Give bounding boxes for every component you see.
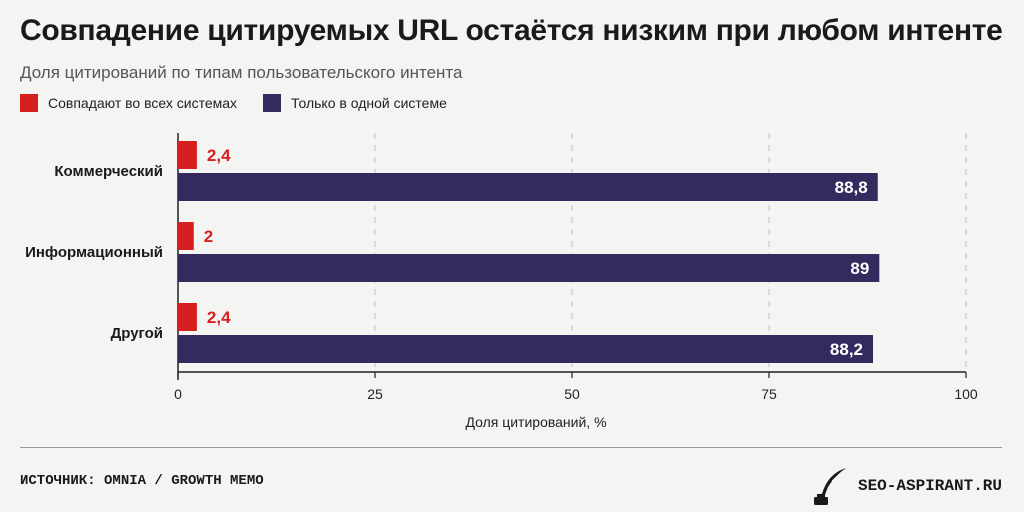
data-label-one-system: 88,2 <box>830 340 863 359</box>
legend-swatch-red <box>20 94 38 112</box>
footer-divider <box>20 447 1002 448</box>
chart-title: Совпадение цитируемых URL остаётся низки… <box>20 14 1003 47</box>
data-label-all-systems: 2,4 <box>207 146 231 165</box>
category-label: Другой <box>111 325 163 342</box>
x-axis-label: Доля цитирований, % <box>465 414 606 430</box>
brand: SEO-ASPIRANT.RU <box>810 466 1002 506</box>
legend-item-all-systems: Совпадают во всех системах <box>20 94 237 112</box>
data-label-all-systems: 2 <box>204 227 213 246</box>
data-label-all-systems: 2,4 <box>207 308 231 327</box>
bar-one-system <box>178 173 878 201</box>
legend-swatch-purple <box>263 94 282 112</box>
chart-subtitle: Доля цитирований по типам пользовательск… <box>20 63 463 82</box>
legend-label-all-systems: Совпадают во всех системах <box>48 95 238 111</box>
bar-all-systems <box>178 303 197 331</box>
category-label: Информационный <box>25 244 163 261</box>
x-tick-label: 25 <box>367 386 383 402</box>
quill-inkwell-icon <box>813 468 846 505</box>
x-tick-label: 75 <box>761 386 777 402</box>
x-tick-label: 0 <box>174 386 182 402</box>
legend-item-one-system: Только в одной системе <box>263 94 447 112</box>
legend: Совпадают во всех системах Только в одно… <box>20 94 447 112</box>
x-tick-label: 50 <box>564 386 580 402</box>
brand-name: SEO-ASPIRANT.RU <box>857 477 1002 495</box>
bar-one-system <box>178 254 880 282</box>
data-label-one-system: 89 <box>850 259 869 278</box>
source-note: ИСТОЧНИК: OMNIA / GROWTH MEMO <box>20 473 264 489</box>
legend-label-one-system: Только в одной системе <box>291 95 447 111</box>
category-label: Коммерческий <box>54 163 163 180</box>
bar-chart: 0 25 50 75 100 Доля цитирований, % 2,4 88,8 Комм… <box>25 133 978 430</box>
bar-all-systems <box>178 222 194 250</box>
bar-all-systems <box>178 141 197 169</box>
x-tick-label: 100 <box>954 386 978 402</box>
bar-one-system <box>178 335 874 363</box>
data-label-one-system: 88,8 <box>835 178 868 197</box>
